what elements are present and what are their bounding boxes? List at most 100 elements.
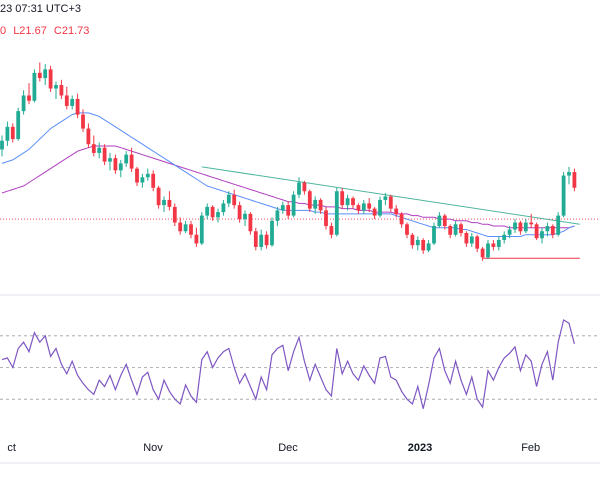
candle-body xyxy=(324,210,328,227)
candle-body xyxy=(43,69,48,79)
candle-body xyxy=(5,126,10,141)
candle-body xyxy=(243,213,247,220)
candle-body xyxy=(189,224,193,235)
ohlc-close: C21.73 xyxy=(53,25,90,37)
candle-body xyxy=(421,239,426,251)
candle-body xyxy=(199,215,204,244)
candle-body xyxy=(253,231,258,247)
candle-body xyxy=(399,213,404,225)
candle-body xyxy=(464,233,469,244)
candle-body xyxy=(426,243,431,251)
candle-body xyxy=(405,224,409,235)
ohlc-low: L21.67 xyxy=(13,25,47,37)
candle-body xyxy=(124,154,129,164)
candle-body xyxy=(113,158,118,171)
candle-body xyxy=(550,226,555,235)
candle-body xyxy=(54,85,58,89)
candle-body xyxy=(513,222,517,230)
x-axis-label: Nov xyxy=(143,442,163,454)
candle-body xyxy=(334,191,339,235)
candle-body xyxy=(27,95,31,101)
candle-body xyxy=(291,194,296,216)
candle-body xyxy=(162,199,166,206)
candle-body xyxy=(75,98,80,115)
candle-body xyxy=(518,222,523,232)
candle-body xyxy=(469,236,474,244)
candle-body xyxy=(226,194,231,204)
candle-body xyxy=(567,172,571,176)
candle-body xyxy=(37,72,42,79)
candle-body xyxy=(140,177,145,183)
candle-body xyxy=(556,215,561,235)
candle-body xyxy=(367,203,372,209)
candle-body xyxy=(540,231,544,239)
ohlc-open: 0 xyxy=(0,25,7,37)
candle-body xyxy=(410,234,415,246)
candle-body xyxy=(383,196,388,200)
candle-body xyxy=(475,236,480,249)
candle-body xyxy=(237,205,242,220)
candle-body xyxy=(448,226,453,235)
candle-body xyxy=(21,95,26,112)
candle-body xyxy=(167,199,172,207)
candle-body xyxy=(459,224,463,233)
candle-body xyxy=(523,222,528,232)
candle-body xyxy=(64,95,69,106)
candle-body xyxy=(507,229,512,235)
candle-body xyxy=(151,173,156,188)
candle-body xyxy=(491,243,496,247)
candle-body xyxy=(194,234,199,244)
candle-body xyxy=(572,172,577,188)
candle-body xyxy=(97,147,102,153)
x-axis-label: Dec xyxy=(278,442,298,454)
candle-body xyxy=(59,85,64,96)
candle-body xyxy=(91,144,96,153)
candle-body xyxy=(437,215,442,227)
candle-body xyxy=(108,158,112,162)
candle-body xyxy=(388,196,393,209)
candle-body xyxy=(248,213,253,232)
candle-body xyxy=(297,182,301,195)
candle-body xyxy=(16,111,21,139)
candle-body xyxy=(264,234,269,246)
candle-body xyxy=(32,72,37,101)
candle-body xyxy=(340,191,345,206)
candle-body xyxy=(442,215,447,227)
chart-header: 23 07:31 UTC+3 xyxy=(0,3,81,15)
candle-body xyxy=(561,175,566,216)
candle-body xyxy=(534,224,539,239)
candle-body xyxy=(86,128,91,145)
candle-body xyxy=(351,198,355,206)
header-timestamp: 23 07:31 UTC+3 xyxy=(0,3,82,15)
candle-body xyxy=(232,194,237,206)
candle-body xyxy=(432,226,436,244)
x-axis-label: ct xyxy=(7,442,16,454)
candle-body xyxy=(70,98,75,106)
ohlc-readout: 0 L21.67 C21.73 xyxy=(0,25,93,37)
candle-body xyxy=(172,206,177,223)
x-axis-label: 2023 xyxy=(408,442,432,454)
candle-body xyxy=(275,210,280,221)
candle-body xyxy=(102,147,107,162)
candle-body xyxy=(221,203,226,213)
candle-body xyxy=(259,234,264,247)
candle-body xyxy=(178,222,183,232)
candle-body xyxy=(118,163,123,171)
candle-body xyxy=(280,205,285,211)
candle-body xyxy=(329,226,334,235)
candle-body xyxy=(453,224,458,235)
candle-body xyxy=(302,182,307,192)
candle-body xyxy=(345,198,350,206)
candle-body xyxy=(378,199,382,216)
candle-body xyxy=(145,173,150,178)
candle-body xyxy=(361,203,366,211)
candle-body xyxy=(394,208,399,214)
candle-body xyxy=(496,239,501,247)
candle-body xyxy=(48,69,53,89)
candle-body xyxy=(529,222,534,225)
candle-body xyxy=(318,199,323,211)
rsi-line xyxy=(1,319,575,409)
candle-body xyxy=(372,208,377,216)
candle-body xyxy=(205,206,210,216)
